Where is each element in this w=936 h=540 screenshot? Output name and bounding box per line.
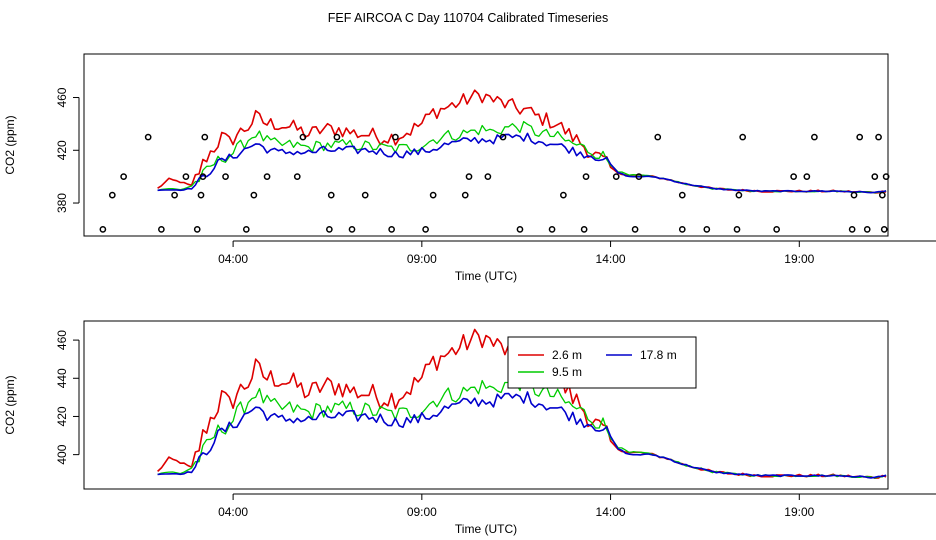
calibration-point	[654, 133, 662, 141]
calibration-point	[739, 133, 747, 141]
calibration-point	[882, 173, 890, 181]
calibration-point	[871, 173, 879, 181]
x-tick-label: 14:00	[596, 252, 626, 266]
y-tick-label: 440	[55, 368, 69, 388]
calibration-point	[182, 173, 190, 181]
calibration-point	[388, 226, 395, 233]
calibration-point	[875, 133, 882, 141]
calibration-point	[811, 133, 818, 141]
series-line	[157, 391, 887, 479]
calibration-point	[333, 133, 341, 141]
calibration-point	[678, 226, 686, 233]
calibration-point	[108, 191, 116, 199]
x-axis-label: Time (UTC)	[455, 269, 517, 283]
y-axis-label: CO2 (ppm)	[3, 375, 17, 434]
calibration-point	[429, 191, 437, 199]
calibration-point	[171, 191, 178, 199]
series-line	[157, 89, 887, 194]
calibration-point	[293, 173, 301, 181]
calibration-point	[703, 226, 711, 233]
y-tick-label: 460	[55, 87, 69, 107]
calibration-point	[327, 191, 335, 199]
plot-frame	[83, 320, 889, 490]
x-tick-label: 04:00	[218, 252, 248, 266]
calibration-point	[678, 191, 686, 199]
calibration-point	[733, 226, 741, 233]
y-tick-label: 420	[55, 406, 69, 426]
calibration-point	[158, 226, 165, 233]
calibration-point	[465, 173, 473, 181]
calibration-point	[880, 226, 888, 233]
y-tick-label: 420	[55, 140, 69, 160]
calibration-point	[250, 191, 258, 199]
calibration-point	[878, 191, 886, 199]
calibration-point	[803, 173, 811, 181]
calibration-point	[856, 133, 864, 141]
x-tick-label: 04:00	[218, 505, 248, 519]
legend: 2.6 m 17.8 m 9.5 m	[507, 336, 697, 389]
series-line	[157, 374, 887, 479]
calibration-point	[242, 226, 250, 233]
plot-frame	[83, 53, 889, 237]
calibration-point	[773, 226, 780, 233]
calibration-point	[848, 226, 856, 233]
calibration-point	[299, 133, 307, 141]
y-tick-label: 460	[55, 330, 69, 350]
series-line	[157, 132, 887, 194]
legend-box	[507, 336, 697, 389]
legend-label: 2.6 m	[552, 348, 582, 362]
calibration-point	[201, 133, 209, 141]
x-tick-label: 14:00	[596, 505, 626, 519]
calibration-point	[361, 191, 369, 199]
calibration-point	[222, 173, 229, 181]
x-tick-label: 19:00	[784, 252, 814, 266]
x-tick-label: 09:00	[407, 505, 437, 519]
y-tick-label: 380	[55, 193, 69, 213]
calibration-point	[120, 173, 127, 181]
page-title: FEF AIRCOA C Day 110704 Calibrated Times…	[328, 11, 608, 25]
calibration-point	[348, 226, 356, 233]
calibration-point	[612, 173, 620, 181]
calibration-point	[631, 226, 639, 233]
y-axis-label: CO2 (ppm)	[3, 115, 17, 174]
calibration-point	[516, 226, 524, 233]
calibration-point	[392, 133, 399, 141]
x-axis-label: Time (UTC)	[455, 522, 517, 536]
calibration-point	[144, 133, 152, 141]
x-tick-label: 19:00	[784, 505, 814, 519]
calibration-point	[461, 191, 469, 199]
calibration-point	[560, 191, 567, 199]
legend-label: 17.8 m	[640, 348, 677, 362]
series-line	[157, 120, 887, 194]
y-tick-label: 400	[55, 444, 69, 464]
calibration-point	[197, 191, 205, 199]
legend-label: 9.5 m	[552, 365, 582, 379]
calibration-point	[790, 173, 797, 181]
calibration-point	[193, 226, 201, 233]
calibration-point	[735, 191, 743, 199]
calibration-point	[484, 173, 492, 181]
calibration-point	[422, 226, 429, 233]
calibration-point	[326, 226, 333, 233]
calibration-point	[582, 173, 590, 181]
calibration-point	[635, 173, 643, 181]
calibration-point	[863, 226, 871, 233]
calibration-point	[99, 226, 107, 233]
x-tick-label: 09:00	[407, 252, 437, 266]
calibration-point	[850, 191, 858, 199]
calibration-point	[499, 133, 507, 141]
calibration-point	[548, 226, 556, 233]
calibration-point	[199, 173, 207, 181]
calibration-point	[580, 226, 588, 233]
calibration-point	[263, 173, 271, 181]
